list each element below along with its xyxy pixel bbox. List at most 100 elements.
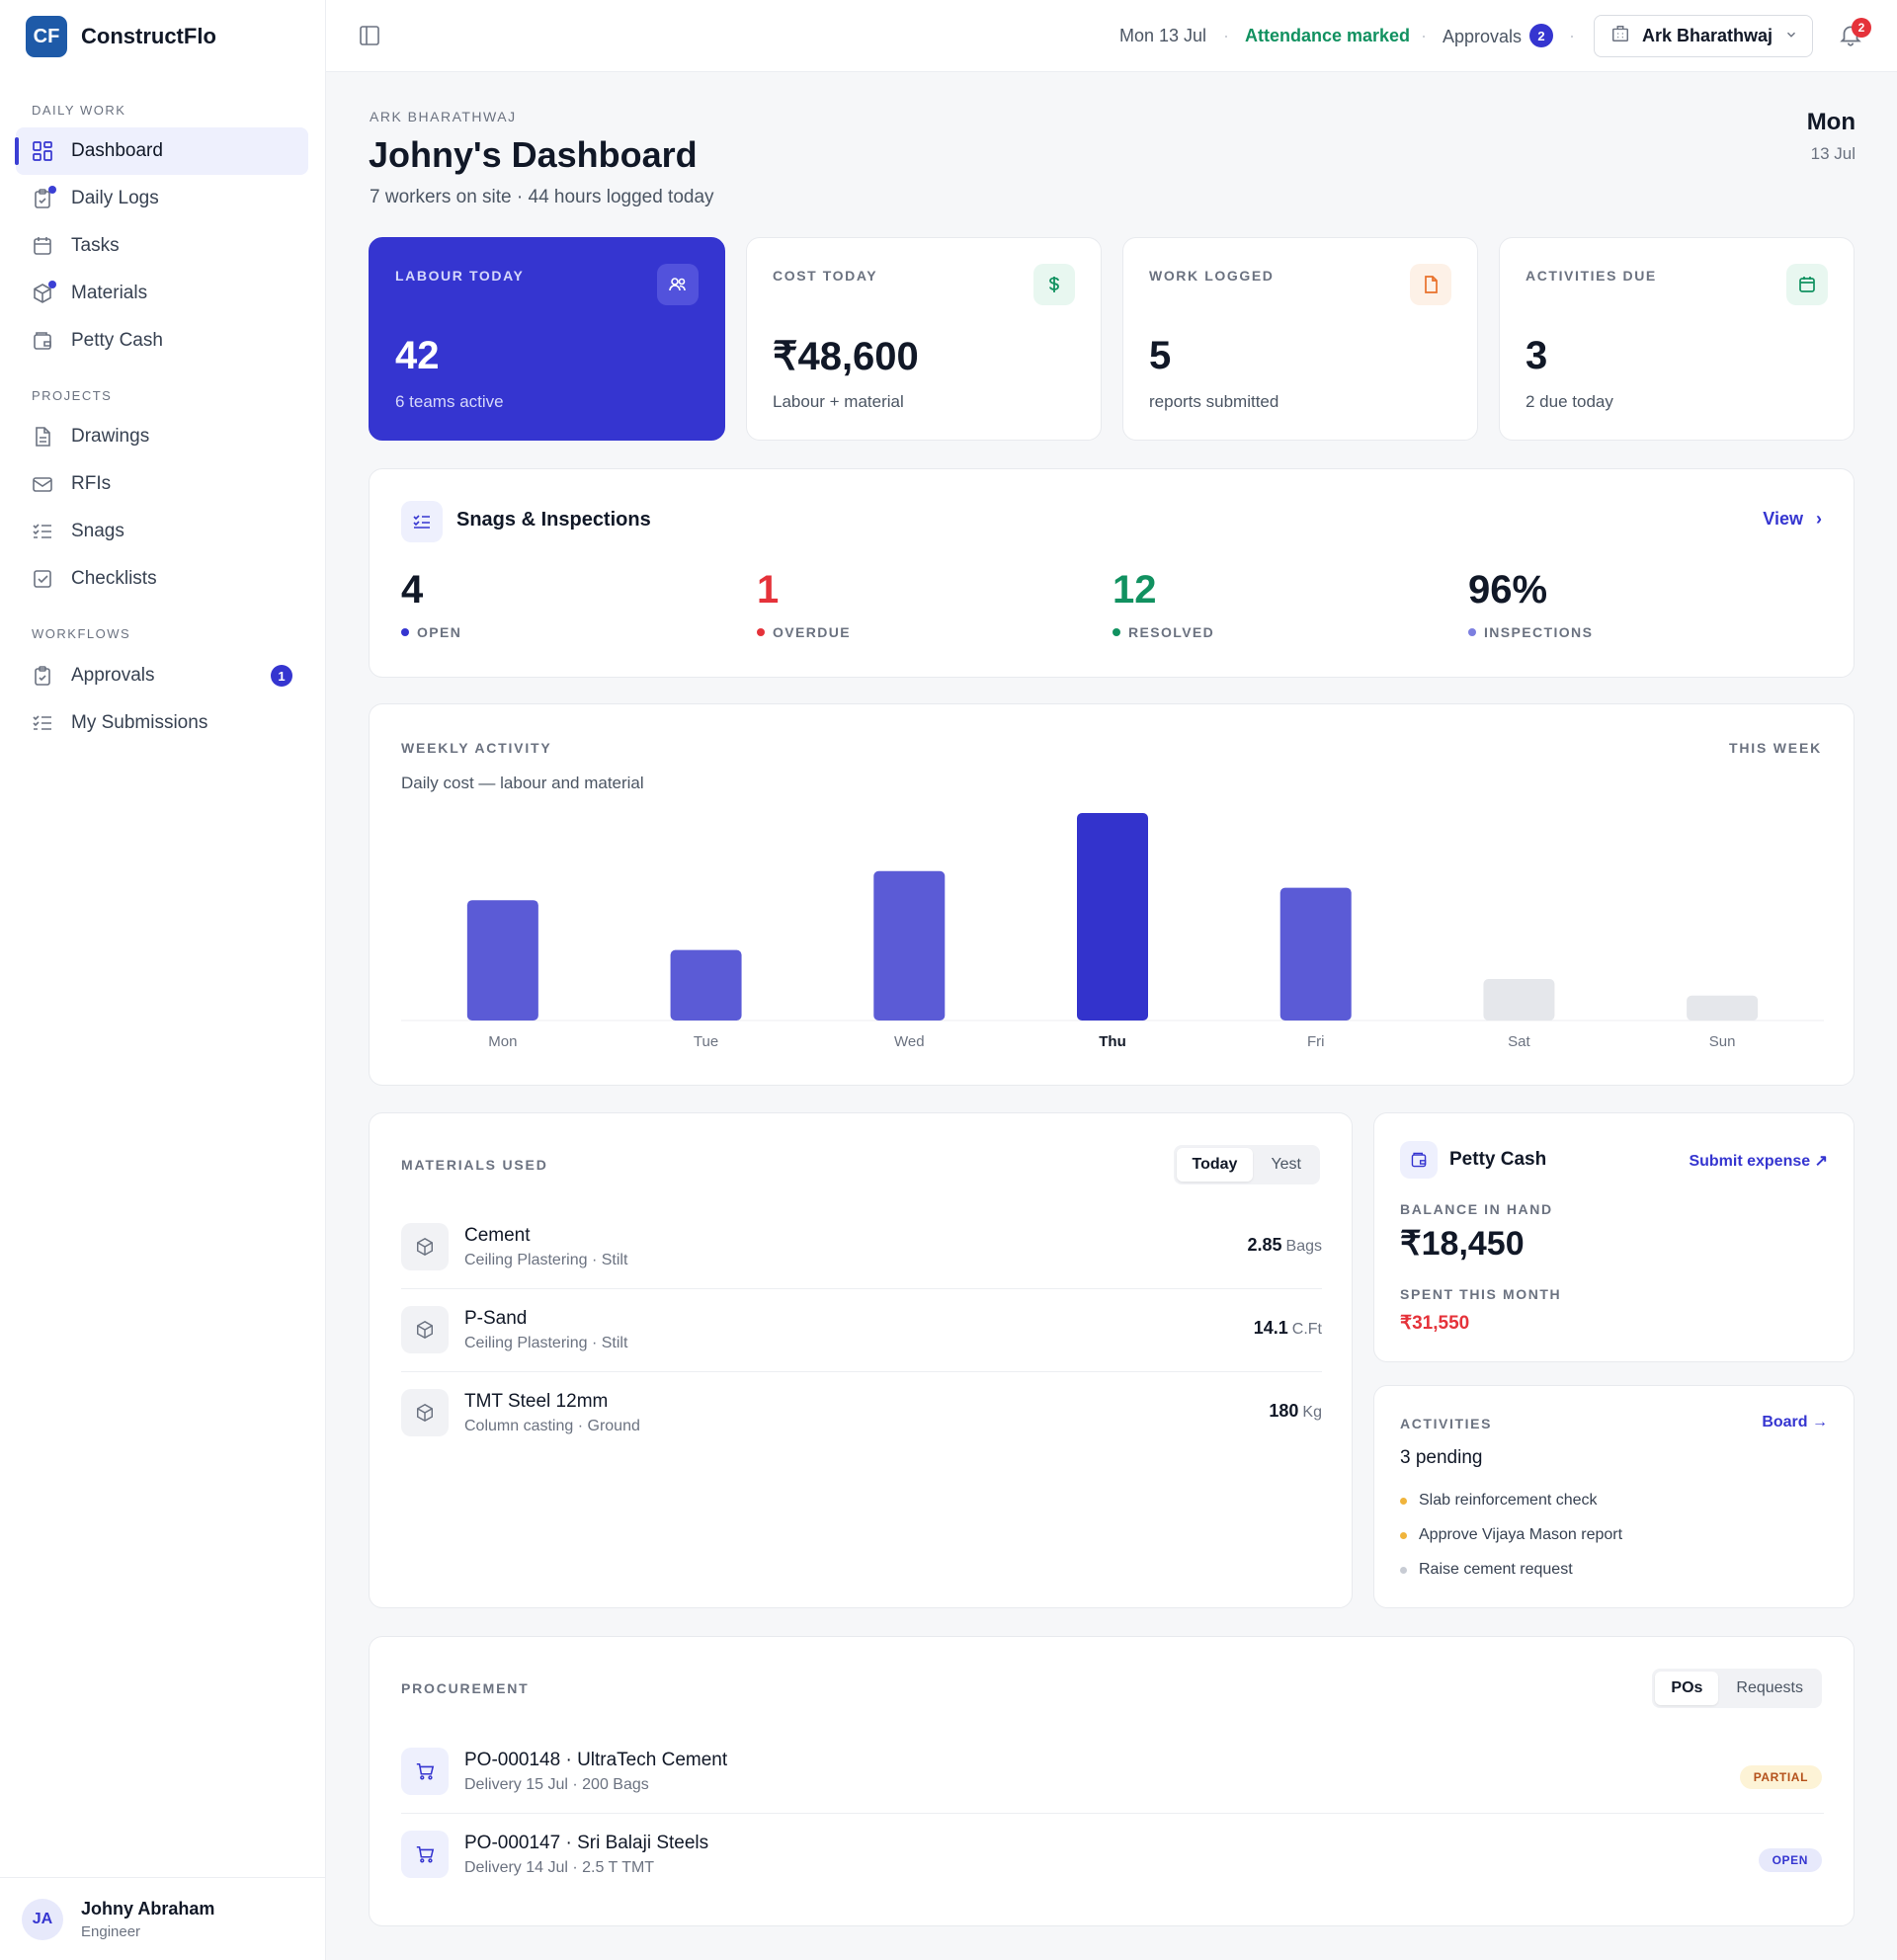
sidebar-item-label: RFIs — [71, 473, 112, 494]
bar-tue[interactable] — [670, 949, 742, 1021]
tick-label-tue: Tue — [694, 1033, 718, 1050]
material-meta: Ceiling Plastering · Stilt — [464, 1334, 628, 1351]
qty-unit: C.Ft — [1291, 1321, 1322, 1338]
material-qty: 180 Kg — [1269, 1401, 1322, 1422]
status-dot — [1400, 1531, 1407, 1539]
sidebar-item-materials[interactable]: Materials — [16, 270, 308, 317]
bar-sat[interactable] — [1483, 979, 1555, 1021]
building-icon — [1610, 24, 1630, 48]
status-dot — [1468, 628, 1476, 636]
material-row[interactable]: P-Sand Ceiling Plastering · Stilt 14.1 C.… — [401, 1288, 1322, 1371]
sidebar-item-label: Drawings — [71, 426, 150, 447]
box-icon — [32, 281, 56, 304]
nav-section-daily-work: DAILY WORK — [32, 103, 126, 118]
submit-expense-link[interactable]: Submit expense ↗ — [1689, 1153, 1828, 1170]
clipboard-check-icon — [32, 665, 53, 687]
snag-stat-overdue[interactable]: 1 OVERDUE — [757, 568, 851, 640]
material-name: TMT Steel 12mm — [464, 1390, 609, 1412]
activity-item[interactable]: Slab reinforcement check — [1400, 1492, 1598, 1510]
sidebar: CF ConstructFlo DAILY WORK Dashboard Dai… — [0, 0, 326, 1960]
status-dot — [1400, 1497, 1407, 1505]
spent-label: SPENT THIS MONTH — [1400, 1286, 1562, 1302]
qty-value: 2.85 — [1247, 1235, 1282, 1255]
brand[interactable]: CF ConstructFlo — [26, 16, 216, 57]
snag-stat-resolved[interactable]: 12 RESOLVED — [1113, 568, 1214, 640]
project-user-select[interactable]: Ark Bharathwaj — [1594, 15, 1813, 57]
bar-mon[interactable] — [466, 900, 538, 1021]
activity-item[interactable]: Approve Vijaya Mason report — [1400, 1526, 1622, 1544]
sidebar-item-approvals[interactable]: Approvals 1 — [16, 652, 308, 699]
sidebar-item-label: Petty Cash — [71, 330, 163, 351]
chevron-down-icon — [1784, 26, 1798, 46]
sidebar-item-my-submissions[interactable]: My Submissions — [16, 699, 308, 747]
mail-icon — [32, 473, 53, 495]
kpi-cost-today[interactable]: COST TODAY ₹48,600 Labour + material — [746, 237, 1102, 441]
approvals-link[interactable]: Approvals 2 — [1443, 24, 1554, 47]
sidebar-item-label: Dashboard — [71, 140, 163, 161]
bar-thu[interactable] — [1077, 813, 1148, 1021]
kpi-label: COST TODAY — [773, 268, 878, 284]
material-row[interactable]: TMT Steel 12mm Column casting · Ground 1… — [401, 1371, 1322, 1454]
row-divider — [401, 1288, 1322, 1289]
bar-wed[interactable] — [873, 870, 946, 1021]
activity-label: Approve Vijaya Mason report — [1419, 1526, 1623, 1543]
stat-value: 12 — [1113, 568, 1157, 612]
qty-unit: Kg — [1302, 1404, 1322, 1421]
sidebar-item-daily-logs[interactable]: Daily Logs — [16, 175, 308, 222]
material-meta: Ceiling Plastering · Stilt — [464, 1251, 628, 1268]
view-snags-link[interactable]: View › — [1763, 509, 1822, 530]
tab-requests[interactable]: Requests — [1736, 1679, 1803, 1696]
stat-value: 1 — [757, 568, 780, 612]
sidebar-item-tasks[interactable]: Tasks — [16, 222, 308, 270]
material-name: Cement — [464, 1224, 531, 1246]
kpi-work-logged[interactable]: WORK LOGGED 5 reports submitted — [1122, 237, 1478, 441]
kpi-value: 5 — [1149, 334, 1172, 377]
kpi-label: ACTIVITIES DUE — [1526, 268, 1657, 284]
chevron-right-icon: › — [1816, 509, 1822, 529]
tab-yesterday[interactable]: Yest — [1271, 1156, 1301, 1173]
sidebar-item-label: Tasks — [71, 235, 120, 256]
po-row[interactable]: PO-000148 · UltraTech Cement Delivery 15… — [401, 1730, 1824, 1813]
tick-label-fri: Fri — [1307, 1033, 1325, 1050]
sidebar-item-petty-cash[interactable]: Petty Cash — [16, 317, 308, 365]
weekly-bar-chart: Mon Tue Wed Thu Fri Sat Sun — [401, 813, 1824, 1050]
po-row[interactable]: PO-000147 · Sri Balaji Steels Delivery 1… — [401, 1813, 1824, 1896]
bar-fri[interactable] — [1279, 887, 1352, 1021]
material-qty: 14.1 C.Ft — [1254, 1318, 1322, 1339]
bar-sun[interactable] — [1687, 995, 1759, 1021]
qty-value: 180 — [1269, 1401, 1299, 1421]
petty-cash-card: Petty Cash Submit expense ↗ BALANCE IN H… — [1373, 1112, 1855, 1362]
page-eyebrow: ARK BHARATHWAJ — [370, 109, 517, 124]
material-row[interactable]: Cement Ceiling Plastering · Stilt 2.85 Ba… — [401, 1205, 1322, 1288]
spent-value: ₹31,550 — [1400, 1313, 1470, 1334]
kpi-sub: Labour + material — [773, 392, 904, 411]
kpi-labour-today[interactable]: LABOUR TODAY 42 6 teams active — [369, 237, 725, 441]
materials-card: MATERIALS USED Today Yest Cement Ceiling… — [369, 1112, 1353, 1608]
user-profile[interactable]: JA Johny Abraham Engineer — [0, 1877, 326, 1960]
activity-item[interactable]: Raise cement request — [1400, 1561, 1573, 1579]
sidebar-item-rfis[interactable]: RFIs — [16, 460, 308, 508]
snag-stat-inspections[interactable]: 96% INSPECTIONS — [1468, 568, 1593, 640]
box-icon — [401, 1223, 449, 1270]
box-icon — [401, 1306, 449, 1353]
tab-today[interactable]: Today — [1176, 1148, 1254, 1182]
section-title: Snags & Inspections — [456, 509, 651, 531]
board-link[interactable]: Board → — [1762, 1414, 1828, 1430]
sidebar-item-dashboard[interactable]: Dashboard — [15, 127, 308, 175]
kpi-activities-due[interactable]: ACTIVITIES DUE 3 2 due today — [1499, 237, 1855, 441]
balance-value: ₹18,450 — [1400, 1225, 1525, 1263]
activities-card: ACTIVITIES Board → 3 pending Slab reinfo… — [1373, 1385, 1855, 1608]
cart-icon — [401, 1748, 449, 1795]
chart-subtitle: Daily cost — labour and material — [401, 774, 644, 792]
sidebar-item-drawings[interactable]: Drawings — [16, 413, 308, 460]
sidebar-item-snags[interactable]: Snags — [16, 508, 308, 555]
snag-stat-open[interactable]: 4 OPEN — [401, 568, 461, 640]
activities-eyebrow: ACTIVITIES — [1400, 1416, 1493, 1431]
sidebar-toggle-icon[interactable] — [358, 24, 381, 47]
snags-card: Snags & Inspections View › 4 OPEN 1 OVER… — [369, 468, 1855, 678]
sidebar-item-checklists[interactable]: Checklists — [16, 555, 308, 603]
kpi-sub: reports submitted — [1149, 392, 1279, 411]
tick-label-mon: Mon — [488, 1033, 517, 1050]
tab-pos[interactable]: POs — [1655, 1672, 1719, 1705]
material-meta: Column casting · Ground — [464, 1417, 640, 1434]
